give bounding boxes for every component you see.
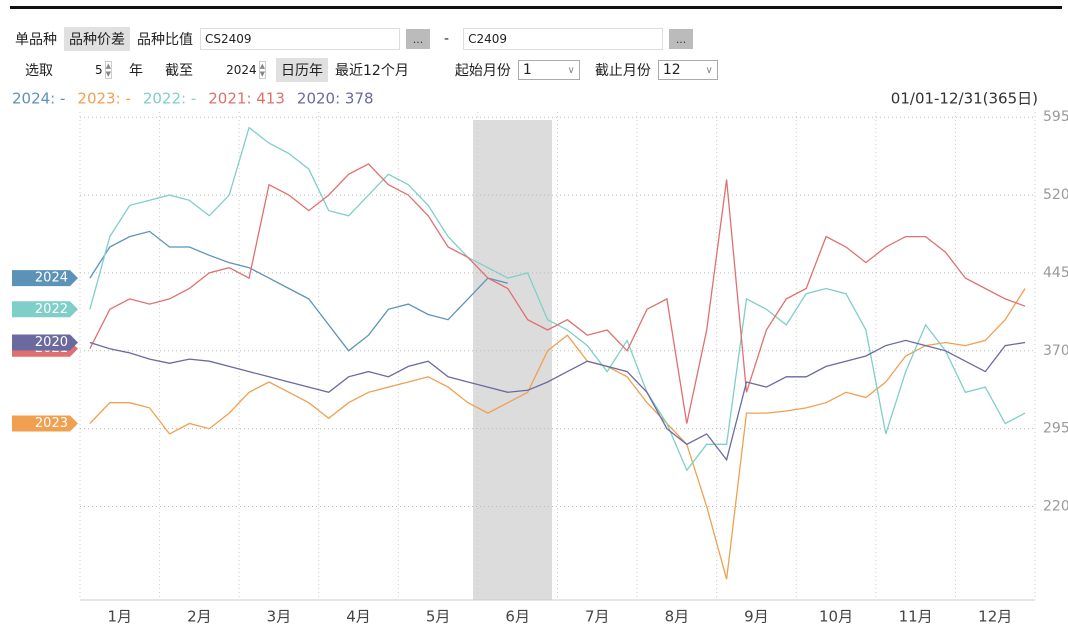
browse-button[interactable]: ... (406, 29, 430, 49)
toolbar-row: 单品种 品种价差 品种比值 CS2409 ... - C2409 ... (10, 26, 694, 52)
mode-button[interactable]: 最近12个月 (335, 63, 409, 79)
series-badge-label: 2020 (35, 335, 68, 350)
value: 1 (522, 62, 532, 78)
contract-input[interactable]: C2409 (463, 28, 664, 50)
toolbar-row: 选取 5 ▲ ▼ 年 截至 2024 ▲ ▼ 日历年 最近12个月 起始月份 1 ∨ 截止… (10, 57, 718, 83)
x-tick-label: 3月 (267, 608, 292, 626)
series-badge (12, 415, 78, 432)
x-tick-label: 1月 (108, 608, 133, 626)
series-badge-label: 2023 (35, 416, 68, 431)
mode-button[interactable]: 日历年 (276, 58, 328, 82)
y-tick-label: 295 (1043, 421, 1068, 437)
series-badge-label: 2024 (35, 271, 68, 286)
years-spinner[interactable]: 5 ▲ ▼ (72, 61, 112, 79)
spin-arrows[interactable]: ▲ ▼ (104, 61, 112, 79)
x-tick-label: 9月 (744, 608, 769, 626)
y-tick-label: 220 (1043, 499, 1068, 515)
y-tick-label: 520 (1043, 187, 1068, 203)
series-badge-label: 2022 (35, 302, 68, 317)
series-badge (12, 301, 78, 318)
value: 5 (94, 63, 103, 77)
contract-input[interactable]: CS2409 (200, 28, 400, 50)
legend-entry: 2020: 378 (297, 90, 374, 108)
browse-button[interactable]: ... (669, 29, 694, 49)
value: 12 (662, 62, 681, 78)
label: 截至 (165, 63, 193, 79)
spin-arrows[interactable]: ▲ ▼ (258, 61, 266, 79)
label: 起始月份 (454, 63, 511, 79)
highlight-band (473, 120, 552, 600)
x-tick-label: 8月 (665, 608, 690, 626)
series-badge (12, 270, 78, 287)
start-month-select[interactable]: 1 ∨ (517, 60, 580, 80)
x-tick-label: 6月 (505, 608, 530, 626)
tab[interactable]: 单品种 (15, 32, 57, 48)
label: 年 (129, 63, 143, 79)
legend-entry: 2021: 413 (208, 90, 285, 108)
y-tick-label: 595 (1043, 109, 1068, 125)
y-tick-label: 445 (1043, 265, 1068, 281)
top-rule (10, 6, 1062, 9)
y-tick-label: 370 (1043, 343, 1068, 359)
tab[interactable]: 品种比值 (137, 32, 193, 48)
series-line (89, 288, 1026, 580)
value: 2024 (226, 63, 257, 77)
x-tick-label: 4月 (346, 608, 371, 626)
series-badge (12, 334, 78, 351)
label: 选取 (25, 63, 53, 79)
separator: - (444, 31, 450, 47)
legend-entry: 2024: - (12, 90, 65, 108)
series-line (89, 126, 1026, 472)
x-tick-label: 2月 (187, 608, 212, 626)
legend-entry: 2022: - (143, 90, 196, 108)
series-line (89, 163, 1026, 424)
x-tick-label: 7月 (585, 608, 610, 626)
series-line (89, 339, 1026, 462)
range-label: 01/01-12/31(365日) (891, 90, 1038, 108)
x-tick-label: 12月 (978, 608, 1012, 626)
label: 截止月份 (594, 63, 651, 79)
end-month-select[interactable]: 12 ∨ (657, 60, 718, 80)
legend-entry: 2023: - (77, 90, 130, 108)
x-tick-label: 11月 (899, 608, 933, 626)
series-line (89, 230, 508, 352)
year-spinner[interactable]: 2024 ▲ ▼ (206, 61, 266, 79)
x-tick-label: 5月 (426, 608, 451, 626)
tab[interactable]: 品种价差 (64, 27, 130, 51)
x-tick-label: 10月 (819, 608, 853, 626)
